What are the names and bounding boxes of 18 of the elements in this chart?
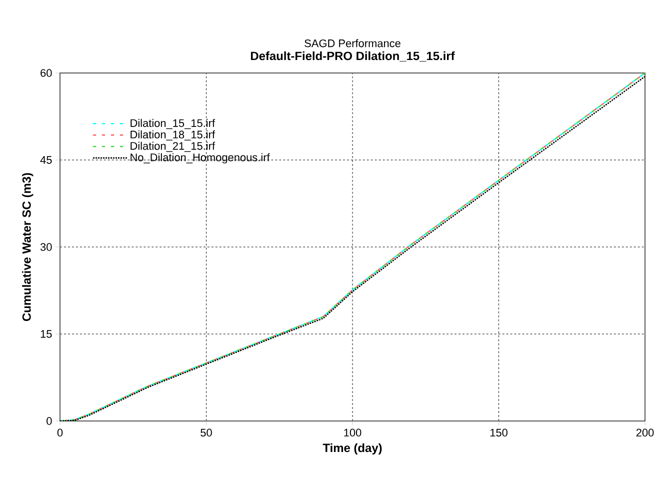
chart-title: Default-Field-PRO Dilation_15_15.irf bbox=[251, 51, 455, 62]
x-tick-label: 200 bbox=[636, 428, 654, 437]
x-tick-label: 100 bbox=[344, 428, 362, 437]
x-tick-label: 0 bbox=[57, 428, 63, 437]
y-tick-label: 60 bbox=[40, 69, 52, 77]
y-tick-label: 0 bbox=[46, 417, 52, 425]
y-tick-label: 30 bbox=[40, 243, 52, 251]
legend-label: Dilation_18_15.irf bbox=[130, 130, 216, 140]
legend-label: Dilation_15_15.irf bbox=[130, 118, 216, 130]
y-tick-label: 15 bbox=[40, 330, 52, 338]
x-tick-label: 150 bbox=[490, 428, 508, 437]
legend-label: Dilation_21_15.irf bbox=[130, 142, 216, 152]
y-tick-label: 45 bbox=[40, 156, 52, 164]
x-tick-label: 50 bbox=[200, 428, 212, 437]
legend-label: No_Dilation_Homogenous.irf bbox=[130, 153, 270, 164]
y-axis-title: Cumulative Water SC (m3) bbox=[22, 173, 34, 322]
chart-subtitle: SAGD Performance bbox=[304, 39, 400, 48]
x-axis-title: Time (day) bbox=[322, 443, 382, 455]
